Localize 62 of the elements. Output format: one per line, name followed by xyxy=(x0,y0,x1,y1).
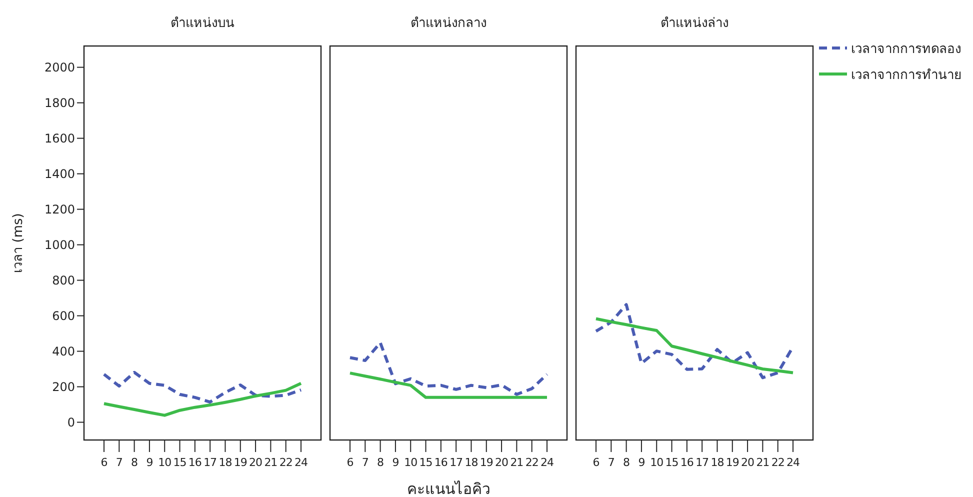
x-tick-label: 19 xyxy=(480,456,494,469)
x-tick-label: 15 xyxy=(173,456,187,469)
x-tick-label: 7 xyxy=(116,456,123,469)
x-tick-label: 19 xyxy=(234,456,248,469)
x-tick-label: 6 xyxy=(592,456,600,469)
x-tick-label: 19 xyxy=(726,456,740,469)
x-tick-label: 24 xyxy=(540,456,554,469)
x-tick-label: 9 xyxy=(392,456,400,469)
x-tick-label: 10 xyxy=(650,456,664,469)
x-tick-label: 8 xyxy=(131,456,138,469)
line-series xyxy=(102,370,302,404)
y-tick-label: 1400 xyxy=(44,166,75,181)
x-tick-label: 17 xyxy=(204,456,218,469)
x-tick-label: 20 xyxy=(741,456,755,469)
x-tick-label: 10 xyxy=(158,456,172,469)
x-axis-title: คะแนนไอคิว xyxy=(407,480,490,497)
x-tick-label: 15 xyxy=(419,456,433,469)
x-tick-label: 7 xyxy=(362,456,369,469)
y-tick-label: 1800 xyxy=(44,96,75,110)
x-tick-label: 15 xyxy=(665,456,679,469)
x-tick-label: 18 xyxy=(464,456,478,469)
x-tick-label: 22 xyxy=(279,456,292,469)
x-tick-label: 6 xyxy=(100,456,108,469)
x-tick-label: 8 xyxy=(377,456,384,469)
x-tick-label: 18 xyxy=(218,456,232,469)
y-axis-title: เวลา (ms) xyxy=(11,213,26,273)
y-tick-label: 1200 xyxy=(44,202,75,216)
x-tick-label: 10 xyxy=(404,456,418,469)
legend-label: เวลาจากการทดลอง xyxy=(851,42,961,57)
line-series xyxy=(102,382,302,417)
x-tick-label: 20 xyxy=(249,456,263,469)
x-tick-label: 7 xyxy=(608,456,615,469)
x-tick-label: 16 xyxy=(188,456,202,469)
x-tick-label: 24 xyxy=(786,456,800,469)
x-tick-label: 17 xyxy=(696,456,710,469)
legend-label: เวลาจากการทำนาย xyxy=(851,68,962,83)
x-tick-label: 9 xyxy=(146,456,154,469)
y-tick-label: 800 xyxy=(52,273,75,288)
chart-title: ตำแหน่งบน xyxy=(170,16,234,31)
x-tick-label: 16 xyxy=(680,456,694,469)
y-tick-label: 1600 xyxy=(44,131,75,146)
x-tick-label: 8 xyxy=(623,456,630,469)
x-tick-label: 17 xyxy=(450,456,464,469)
y-tick-label: 2000 xyxy=(44,60,75,74)
y-tick-label: 400 xyxy=(52,344,75,358)
y-tick-label: 200 xyxy=(52,380,75,394)
x-tick-label: 22 xyxy=(525,456,538,469)
x-tick-label: 21 xyxy=(510,456,524,469)
y-tick-label: 0 xyxy=(67,415,75,430)
x-tick-label: 16 xyxy=(434,456,448,469)
x-tick-label: 9 xyxy=(638,456,646,469)
x-tick-label: 18 xyxy=(710,456,724,469)
x-tick-label: 6 xyxy=(346,456,354,469)
y-tick-label: 600 xyxy=(52,308,75,323)
x-tick-label: 22 xyxy=(771,456,784,469)
y-tick-label: 1000 xyxy=(44,238,75,252)
x-tick-label: 21 xyxy=(756,456,770,469)
x-tick-label: 24 xyxy=(294,456,308,469)
x-tick-label: 21 xyxy=(264,456,278,469)
chart-title: ตำแหน่งล่าง xyxy=(660,16,728,31)
x-tick-label: 20 xyxy=(495,456,509,469)
chart-title: ตำแหน่งกลาง xyxy=(410,16,486,31)
